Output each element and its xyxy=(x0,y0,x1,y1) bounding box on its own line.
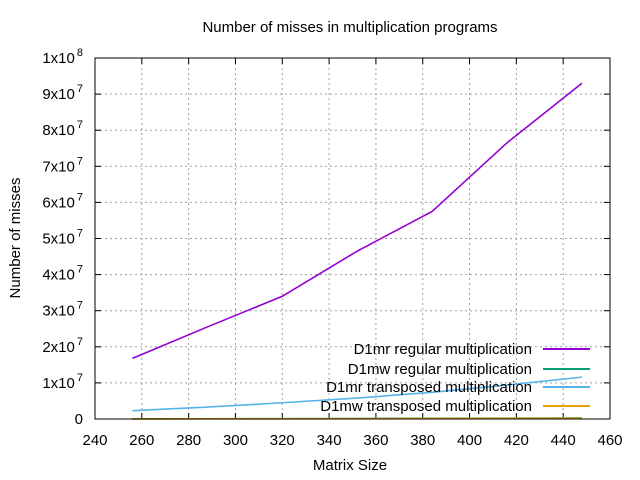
y-tick-label: 2x10 7 xyxy=(42,336,83,356)
x-tick-label: 360 xyxy=(363,432,388,449)
y-tick-label: 6x10 7 xyxy=(42,191,83,211)
x-tick-label: 440 xyxy=(551,432,576,449)
y-tick-label: 1x10 7 xyxy=(42,372,83,392)
series-line-3 xyxy=(132,376,582,412)
y-tick-label: 3x10 7 xyxy=(42,300,83,320)
x-tick-label: 280 xyxy=(176,432,201,449)
plot-frame xyxy=(94,57,611,420)
y-tick-label: 5x10 7 xyxy=(42,228,83,248)
legend: D1mr regular multiplication D1mw regular … xyxy=(320,341,590,415)
x-tick-label: 320 xyxy=(270,432,295,449)
x-tick-labels: 240 260 280 300 320 340 360 380 400 420 440 460 xyxy=(82,432,622,449)
x-tick-label: 240 xyxy=(82,432,107,449)
x-tick-label: 300 xyxy=(223,432,248,449)
x-tick-label: 380 xyxy=(410,432,435,449)
grid-lines xyxy=(95,58,610,419)
y-tick-label: 0 xyxy=(75,411,83,428)
y-tick-label: 7x10 7 xyxy=(42,155,83,175)
x-tick-label: 400 xyxy=(457,432,482,449)
y-tick-label: 4x10 7 xyxy=(42,264,83,284)
x-tick-label: 340 xyxy=(317,432,342,449)
x-axis-title: Matrix Size xyxy=(313,457,387,474)
x-tick-label: 460 xyxy=(597,432,622,449)
x-tick-label: 420 xyxy=(504,432,529,449)
y-tick-labels: 0 1x10 7 2x10 7 3x10 7 4x10 7 5x10 7 6x10 7 7x10 7 8x10… xyxy=(42,47,83,428)
chart-title: Number of misses in multiplication progr… xyxy=(202,19,497,36)
legend-label: D1mr regular multiplication xyxy=(354,341,532,358)
legend-label: D1mr transposed multiplication xyxy=(326,379,532,396)
legend-label: D1mw transposed multiplication xyxy=(320,398,532,415)
y-tick-label: 1x10 8 xyxy=(42,47,83,67)
legend-label: D1mw regular multiplication xyxy=(348,361,532,378)
series-line-1 xyxy=(132,82,583,360)
y-tick-label: 8x10 7 xyxy=(42,119,83,139)
y-axis-title: Number of misses xyxy=(7,178,24,299)
y-tick-label: 9x10 7 xyxy=(42,83,83,103)
x-tick-label: 260 xyxy=(129,432,154,449)
